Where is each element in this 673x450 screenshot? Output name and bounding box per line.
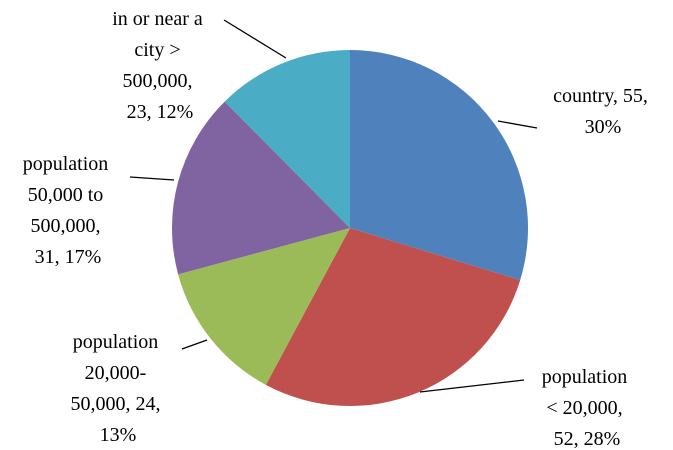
pie-slice (224, 49, 350, 228)
leader-line (419, 379, 525, 393)
pie-slice (350, 50, 528, 281)
data-label: country, 55, 30% (553, 85, 653, 138)
data-label: population < 20,000, 52, 28% (542, 366, 633, 450)
data-label: population 50,000 to 500,000, 31, 17% (23, 153, 114, 268)
leader-line (497, 120, 538, 129)
label-line: population (542, 366, 633, 388)
leader-line (181, 339, 208, 350)
label-line: population (73, 331, 164, 353)
label-line: population (23, 153, 114, 175)
pie-slice (178, 228, 350, 385)
label-line: country, 55, (553, 85, 653, 107)
label-line: 30% (585, 116, 622, 138)
leader-line (129, 176, 175, 181)
label-line: 50,000 to (28, 184, 109, 206)
pie-slice (265, 228, 521, 406)
label-line: city > (134, 39, 185, 61)
label-line: 500,000, (31, 215, 106, 237)
label-line: 31, 17% (35, 246, 102, 268)
label-line: 23, 12% (127, 101, 194, 123)
label-line: in or near a (112, 8, 208, 30)
label-line: 13% (100, 424, 137, 446)
data-label: in or near a city > 500,000, 23, 12% (112, 8, 208, 123)
pie-slice (172, 101, 350, 275)
label-line: 50,000, 24, (71, 393, 166, 415)
leader-line (223, 19, 287, 59)
label-line: < 20,000, (546, 397, 627, 419)
label-line: 52, 28% (554, 428, 621, 450)
label-line: 500,000, (123, 70, 198, 92)
label-line: 20,000- (85, 362, 152, 384)
data-label: population 20,000- 50,000, 24, 13% (71, 331, 166, 446)
